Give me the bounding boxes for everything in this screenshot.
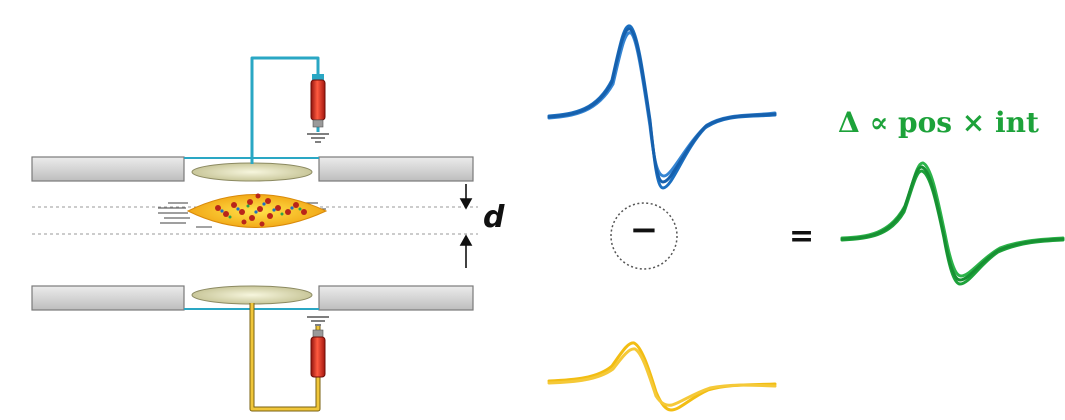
- bottom-circuit-wire: [249, 303, 321, 412]
- equals-operator: =: [789, 219, 815, 254]
- gap-arrows: [459, 184, 473, 268]
- resistor-icon: [310, 74, 326, 128]
- bottom-channel-wall: [31, 285, 474, 311]
- resistor-icon: [310, 329, 326, 378]
- minus-operator: −: [629, 210, 659, 250]
- bottom-electrode: [191, 285, 313, 305]
- ground-icon: [307, 316, 329, 326]
- particle-icon: [186, 193, 328, 228]
- bottom-electrode-signal-trace: [547, 341, 777, 412]
- top-electrode: [191, 162, 313, 182]
- top-electrode-signal-trace: [547, 24, 777, 190]
- ground-icon: [307, 133, 329, 143]
- difference-signal-trace: [840, 161, 1065, 286]
- gap-label: d: [483, 200, 505, 235]
- subtraction-operator-circle: [610, 202, 678, 270]
- top-circuit-wire: [250, 56, 320, 164]
- difference-formula: Δ ∝ pos × int: [838, 106, 1039, 139]
- top-channel-wall: [31, 156, 474, 182]
